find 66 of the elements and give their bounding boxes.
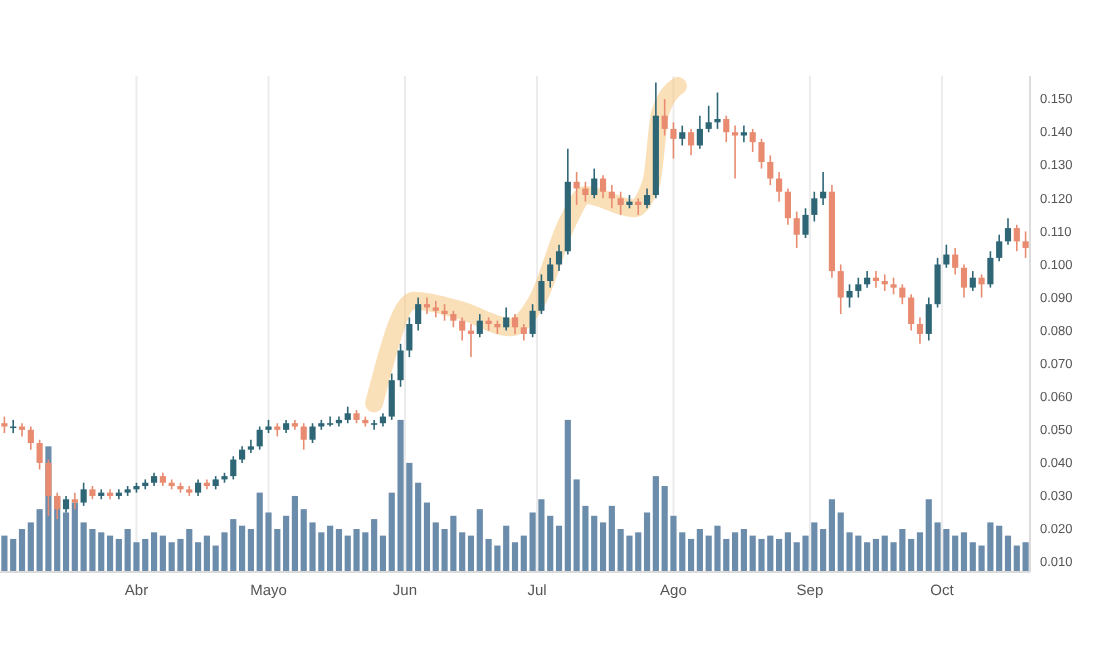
candlestick (723, 114, 730, 143)
candlestick (538, 273, 545, 315)
candlestick (899, 283, 906, 305)
candlestick (80, 481, 87, 507)
candlestick (908, 293, 915, 332)
candlestick (784, 187, 791, 226)
candlestick (300, 422, 307, 451)
candlestick (547, 257, 554, 289)
candlestick (934, 257, 941, 309)
candlestick (503, 306, 510, 332)
candlestick (969, 270, 976, 292)
candlestick (423, 296, 431, 315)
candlestick (555, 243, 563, 272)
candlestick (459, 316, 466, 342)
candlestick (599, 174, 607, 200)
candlestick (916, 316, 924, 345)
candlestick (309, 422, 316, 444)
candlestick (582, 181, 589, 203)
candlestick (749, 128, 756, 153)
candlestick (643, 187, 651, 210)
candlestick (811, 190, 818, 223)
candlestick (670, 121, 677, 160)
candlestick (230, 455, 237, 481)
candlestick (71, 491, 78, 510)
candlestick (1004, 217, 1012, 246)
candlestick (371, 419, 378, 431)
candlestick (687, 128, 695, 157)
candlestick (758, 138, 765, 170)
candlestick (846, 283, 853, 309)
candlestick (18, 422, 26, 438)
candlestick (1013, 224, 1020, 253)
candlestick (776, 171, 783, 203)
candlestick (740, 124, 747, 143)
candlestick (987, 250, 994, 289)
candlestick (872, 270, 880, 289)
candlestick (802, 207, 809, 239)
candlestick (476, 313, 483, 339)
candlestick (705, 104, 712, 134)
candlestick (591, 167, 598, 200)
candlestick (661, 98, 668, 137)
candlestick (467, 323, 475, 358)
candlestick (27, 425, 34, 451)
candlestick (960, 263, 968, 299)
candlestick (793, 210, 800, 249)
candlestick (925, 296, 932, 342)
candlestick (767, 154, 774, 186)
candlestick (415, 296, 422, 332)
candlestick (837, 263, 844, 315)
candlestick (635, 197, 642, 216)
candlestick (406, 316, 413, 358)
candlestick (952, 247, 959, 276)
candlestick (511, 313, 519, 335)
candlestick (714, 91, 721, 130)
candlestick (996, 233, 1003, 262)
candlestick (397, 343, 404, 388)
candlestick (881, 273, 888, 292)
candlestick (696, 114, 703, 150)
candlestick (855, 276, 862, 299)
candlestick (529, 303, 536, 339)
candlestick (617, 190, 624, 216)
candlestick (732, 124, 739, 180)
candlestick (388, 372, 395, 421)
candlestick (256, 425, 263, 451)
candlestick (432, 300, 439, 319)
candlestick (36, 438, 43, 471)
candlestick (679, 124, 686, 147)
